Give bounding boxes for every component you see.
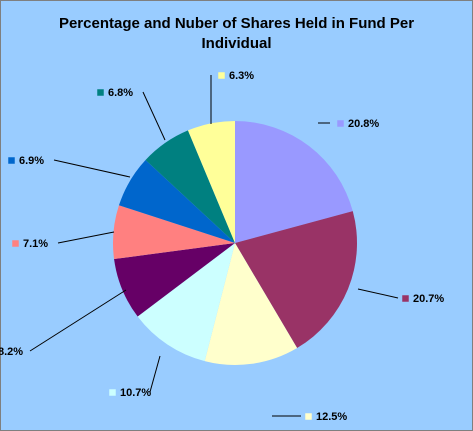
pie-slice-4 xyxy=(137,243,235,362)
data-label-9: 6.3% xyxy=(229,70,254,82)
data-label-4: 10.7% xyxy=(120,387,151,399)
pie-slice-2 xyxy=(235,211,358,349)
data-label-5: 8.2% xyxy=(0,346,23,358)
label-marker-3 xyxy=(304,412,313,421)
label-marker-6 xyxy=(11,239,20,248)
chart-title-line-2: Individual xyxy=(201,35,272,52)
label-marker-4 xyxy=(108,388,117,397)
leader-line-2 xyxy=(357,288,399,299)
data-label-7: 6.9% xyxy=(19,155,44,167)
label-marker-9 xyxy=(217,71,226,80)
leader-lines xyxy=(29,75,399,417)
label-marker-2 xyxy=(401,294,410,303)
data-label-2: 20.7% xyxy=(413,293,444,305)
pie-slice-5 xyxy=(114,243,235,317)
data-label-6: 7.1% xyxy=(23,238,48,250)
data-labels: 20.8% 20.7% 12.5% 10.7% 8.2% 7.1% 6.9% 6.8% 6.3% xyxy=(0,70,444,423)
pie-slice-8 xyxy=(145,130,235,243)
label-marker-8 xyxy=(96,88,105,97)
chart-title-line-1: Percentage and Nuber of Shares Held in F… xyxy=(58,15,415,32)
pie-slices xyxy=(112,121,358,366)
leader-line-5 xyxy=(29,289,127,352)
pie-slice-3 xyxy=(204,243,298,366)
leader-line-7 xyxy=(53,159,131,178)
pie-slice-9 xyxy=(187,121,235,243)
leader-line-4 xyxy=(149,355,161,393)
data-label-1: 20.8% xyxy=(348,118,379,130)
data-label-8: 6.8% xyxy=(108,87,133,99)
pie-slice-1 xyxy=(235,121,353,243)
data-label-3: 12.5% xyxy=(316,411,347,423)
leader-line-8 xyxy=(142,91,166,141)
label-marker-7 xyxy=(7,156,16,165)
chart-title: Percentage and Nuber of Shares Held in F… xyxy=(0,14,473,54)
label-marker-1 xyxy=(336,119,345,128)
pie-slice-6 xyxy=(112,205,235,260)
pie-slice-7 xyxy=(118,160,235,243)
leader-line-6 xyxy=(57,231,115,244)
